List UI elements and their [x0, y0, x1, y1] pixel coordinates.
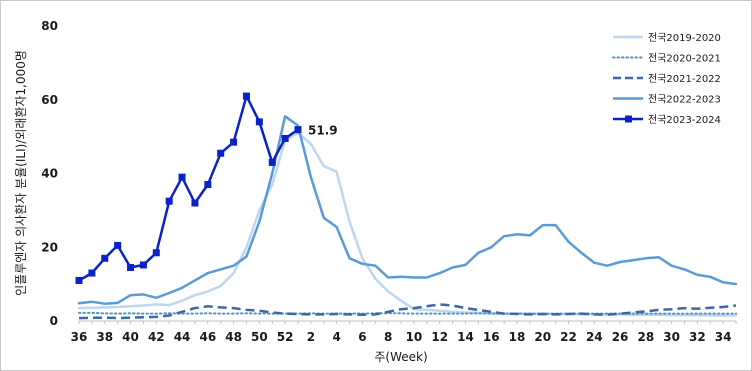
series-layer — [75, 92, 738, 320]
series-point-4 — [268, 158, 276, 166]
x-tick-label: 12 — [431, 330, 448, 344]
x-tick-label: 52 — [277, 330, 294, 344]
series-point-4 — [294, 126, 302, 134]
series-line-0 — [77, 131, 738, 317]
series-point-4 — [204, 181, 212, 189]
x-tick-label: 8 — [384, 330, 392, 344]
x-tick-label: 40 — [122, 330, 139, 344]
series-point-4 — [152, 249, 160, 257]
series-point-4 — [75, 276, 83, 284]
series-point-4 — [178, 173, 186, 181]
series-line-4 — [77, 94, 300, 282]
x-tick-label: 34 — [715, 330, 732, 344]
x-tick-label: 4 — [332, 330, 340, 344]
x-axis-title: 주(Week) — [374, 350, 427, 364]
x-tick-label: 2 — [307, 330, 315, 344]
x-tick-label: 46 — [199, 330, 216, 344]
x-tick-label: 30 — [663, 330, 680, 344]
series-point-4 — [281, 134, 289, 142]
legend-label-0: 전국2019-2020 — [648, 32, 721, 44]
x-tick-label: 16 — [483, 330, 500, 344]
x-tick-label: 20 — [534, 330, 551, 344]
series-point-4 — [230, 138, 238, 146]
x-tick-label: 38 — [96, 330, 113, 344]
series-point-4 — [242, 92, 250, 100]
series-point-4 — [217, 149, 225, 157]
y-axis: 0 20 40 60 80 — [41, 19, 58, 328]
series-line-2 — [78, 303, 737, 320]
x-tick-label: 14 — [457, 330, 474, 344]
series-point-4 — [139, 261, 147, 269]
legend-label-4: 전국2023-2024 — [648, 114, 721, 126]
series-line-1 — [78, 311, 737, 315]
x-tick-label: 6 — [358, 330, 366, 344]
series-line-3 — [77, 115, 738, 305]
series-point-4 — [88, 269, 96, 277]
peak-value-label: 51.9 — [308, 124, 338, 138]
legend-marker-4 — [625, 115, 632, 123]
legend: 전국2019-2020 전국2020-2021 전국2021-2022 전국2022-… — [612, 32, 721, 126]
y-tick-label: 40 — [41, 167, 58, 181]
series-point-4 — [127, 264, 135, 272]
x-tick-label: 36 — [71, 330, 88, 344]
x-tick-label: 28 — [637, 330, 654, 344]
x-tick-label: 18 — [509, 330, 526, 344]
series-point-4 — [101, 254, 109, 262]
legend-label-2: 전국2021-2022 — [648, 73, 721, 85]
legend-label-3: 전국2022-2023 — [648, 94, 721, 106]
x-tick-label: 26 — [612, 330, 629, 344]
x-tick-label: 24 — [586, 330, 603, 344]
y-tick-label: 20 — [41, 240, 58, 254]
y-tick-label: 60 — [41, 93, 58, 107]
x-tick-label: 48 — [225, 330, 242, 344]
x-tick-label: 42 — [148, 330, 165, 344]
series-point-4 — [114, 241, 122, 249]
x-tick-label: 10 — [406, 330, 423, 344]
y-tick-label: 0 — [50, 314, 58, 328]
series-point-4 — [191, 199, 199, 207]
y-tick-label: 80 — [41, 19, 58, 33]
x-tick-label: 50 — [251, 330, 268, 344]
x-axis: 36 38 40 42 44 46 48 50 52 2 4 6 8 10 12 14 16 18 20 22 24 26… — [71, 320, 737, 344]
x-tick-label: 44 — [174, 330, 191, 344]
annotation-layer: 51.9 — [308, 124, 338, 138]
series-point-4 — [165, 197, 173, 205]
legend-label-1: 전국2020-2021 — [648, 53, 721, 65]
y-axis-title-group: 인플루엔자 의사환자 분율(ILI)/외래환자1,000명 — [14, 50, 28, 296]
x-tick-label: 22 — [560, 330, 577, 344]
series-point-4 — [255, 118, 263, 126]
x-tick-label: 32 — [689, 330, 706, 344]
y-axis-title: 인플루엔자 의사환자 분율(ILI)/외래환자1,000명 — [14, 50, 28, 296]
